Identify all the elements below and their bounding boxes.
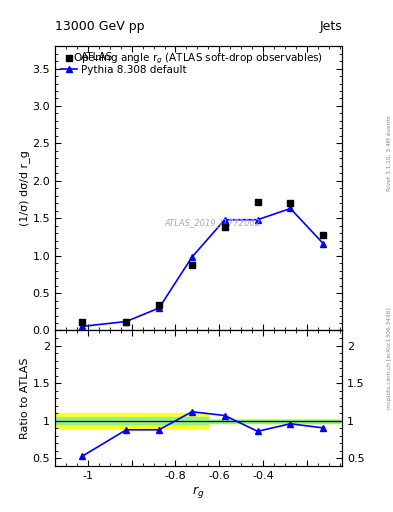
- ATLAS: [189, 261, 195, 269]
- Legend: ATLAS, Pythia 8.308 default: ATLAS, Pythia 8.308 default: [58, 49, 190, 78]
- Pythia 8.308 default: [288, 205, 293, 211]
- ATLAS: [320, 230, 327, 239]
- Y-axis label: Ratio to ATLAS: Ratio to ATLAS: [20, 357, 30, 439]
- Pythia 8.308 default: [80, 323, 85, 329]
- ATLAS: [123, 317, 129, 326]
- ATLAS: [222, 223, 228, 231]
- Text: 13000 GeV pp: 13000 GeV pp: [55, 20, 145, 33]
- ATLAS: [79, 317, 86, 326]
- ATLAS: [287, 199, 294, 207]
- Pythia 8.308 default: [124, 318, 129, 325]
- ATLAS: [156, 301, 162, 309]
- Pythia 8.308 default: [255, 217, 260, 223]
- Y-axis label: (1/σ) dσ/d r_g: (1/σ) dσ/d r_g: [19, 151, 29, 226]
- Bar: [55, 417, 208, 424]
- Text: ATLAS_2019_I1772062: ATLAS_2019_I1772062: [165, 218, 261, 227]
- Text: mcplots.cern.ch [arXiv:1306.3436]: mcplots.cern.ch [arXiv:1306.3436]: [387, 308, 392, 409]
- Pythia 8.308 default: [189, 254, 194, 260]
- Pythia 8.308 default: [321, 241, 326, 247]
- Text: Opening angle r$_g$ (ATLAS soft-drop observables): Opening angle r$_g$ (ATLAS soft-drop obs…: [73, 52, 323, 66]
- ATLAS: [254, 198, 261, 206]
- Bar: [208, 420, 340, 423]
- Pythia 8.308 default: [222, 217, 227, 223]
- Text: Rivet 3.1.10, 3.4M events: Rivet 3.1.10, 3.4M events: [387, 116, 392, 191]
- Bar: [55, 413, 208, 429]
- Bar: [208, 419, 340, 423]
- Line: Pythia 8.308 default: Pythia 8.308 default: [79, 205, 327, 330]
- Pythia 8.308 default: [157, 305, 162, 311]
- Text: Jets: Jets: [319, 20, 342, 33]
- X-axis label: $r_g$: $r_g$: [192, 483, 205, 500]
